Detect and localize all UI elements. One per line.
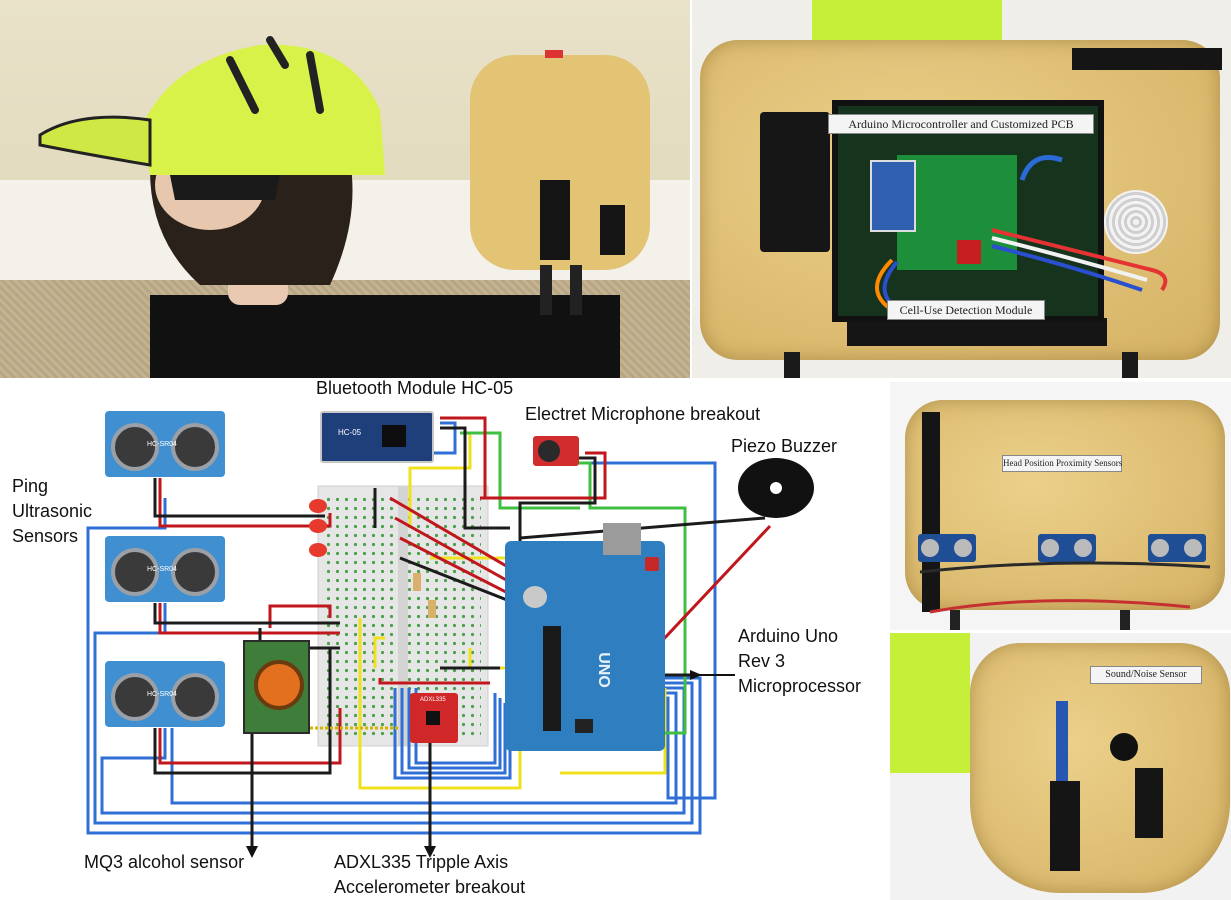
icsp-header — [575, 719, 593, 733]
sonar-left-transducer — [111, 423, 159, 471]
atmega-chip — [543, 626, 561, 731]
sonar-right-transducer — [171, 673, 219, 721]
sonar-model-label: HC-SR04 — [147, 441, 177, 448]
electret-microphone-breakout — [533, 436, 579, 466]
label-ping-line1: Ping — [12, 476, 49, 496]
mic-hole — [1110, 733, 1138, 761]
label-arduino-line3: Microprocessor — [738, 676, 862, 696]
sonar-left-transducer — [111, 673, 159, 721]
card-cell-use: Cell-Use Detection Module — [887, 300, 1045, 320]
ribbon-wires — [784, 155, 1168, 378]
bluetooth-chip — [870, 160, 916, 232]
ultrasonic-sensor-2: HC-SR04 — [105, 536, 225, 602]
label-arduino-group: Arduino Uno Rev 3 Microprocessor — [738, 624, 861, 699]
usb-port — [603, 523, 641, 555]
accelerometer-chip — [957, 240, 981, 264]
tape-strip-top — [1072, 48, 1222, 70]
proximity-sensor-row — [918, 534, 1211, 630]
reset-button — [645, 557, 659, 571]
arduino-uno-board: UNO — [505, 523, 665, 751]
card-arduino-pcb: Arduino Microcontroller and Customized P… — [828, 114, 1094, 134]
card-proximity: Head Position Proximity Sensors — [1002, 455, 1122, 472]
sonar-model-label: HC-SR04 — [147, 566, 177, 573]
mq3-cap — [254, 660, 304, 710]
cap-side — [890, 633, 970, 773]
label-ping-group: Ping Ultrasonic Sensors — [12, 474, 92, 549]
microphone-module — [1056, 701, 1068, 781]
ultrasonic-sensor-3: HC-SR04 — [105, 661, 225, 727]
piezo-buzzer — [738, 458, 814, 518]
label-bluetooth: Bluetooth Module HC-05 — [316, 378, 514, 398]
card-noise-sensor: Sound/Noise Sensor — [1090, 666, 1202, 684]
photo-proximity-sensors: Head Position Proximity Sensors — [890, 382, 1231, 630]
adxl-chip — [426, 711, 440, 725]
label-adxl-line2: Accelerometer breakout — [334, 877, 526, 897]
buzzer-center — [770, 482, 782, 494]
circuit-diagram: HC-SR04 HC-SR04 HC-SR04 HC-05 UNO ADXL33… — [0, 378, 890, 900]
hc05-chip-label: HC-05 — [338, 428, 362, 437]
label-ping-line2: Ultrasonic — [12, 501, 93, 521]
foam-head-unit — [905, 400, 1225, 610]
sonar-right-transducer — [171, 423, 219, 471]
sonar-left — [918, 534, 976, 562]
buzzer-grille — [1104, 190, 1168, 254]
adxl-chip-label: ADXL335 — [420, 697, 446, 703]
tape-strip-bottom — [847, 318, 1107, 346]
tape-right-side — [1135, 768, 1163, 838]
crystal-oscillator — [523, 586, 547, 608]
tape-left-side — [1050, 781, 1080, 871]
foam-side-unit — [970, 643, 1230, 893]
label-arduino-line1: Arduino Uno — [738, 626, 839, 646]
sonar-left-transducer — [111, 548, 159, 596]
sonar-right — [1148, 534, 1206, 562]
sonar-right-transducer — [171, 548, 219, 596]
label-microphone: Electret Microphone breakout — [525, 404, 761, 424]
photo-cap-and-mannequin — [0, 0, 690, 378]
label-adxl-group: ADXL335 Tripple Axis Accelerometer break… — [334, 850, 525, 900]
battery-holder — [760, 112, 830, 252]
uno-logo: UNO — [594, 652, 612, 688]
bluetooth-module-hc05: HC-05 — [320, 411, 434, 463]
label-arduino-line2: Rev 3 — [738, 651, 786, 671]
sonar-middle — [1038, 534, 1096, 562]
led-group — [309, 499, 327, 557]
adxl335-accelerometer: ADXL335 — [410, 693, 458, 743]
label-buzzer: Piezo Buzzer — [731, 436, 838, 456]
label-mq3: MQ3 alcohol sensor — [84, 852, 245, 872]
label-ping-line3: Sensors — [12, 526, 79, 546]
mic-capsule — [538, 440, 560, 462]
label-adxl-line1: ADXL335 Tripple Axis — [334, 852, 509, 872]
sonar-model-label: HC-SR04 — [147, 691, 177, 698]
ultrasonic-sensor-1: HC-SR04 — [105, 411, 225, 477]
mq3-alcohol-sensor — [243, 640, 310, 734]
photo-arduino-enclosure: Arduino Microcontroller and Customized P… — [692, 0, 1231, 378]
mannequin-with-cap-illustration — [38, 36, 650, 315]
hc05-chip — [382, 425, 406, 447]
photo-noise-sensor: Sound/Noise Sensor — [890, 633, 1231, 900]
